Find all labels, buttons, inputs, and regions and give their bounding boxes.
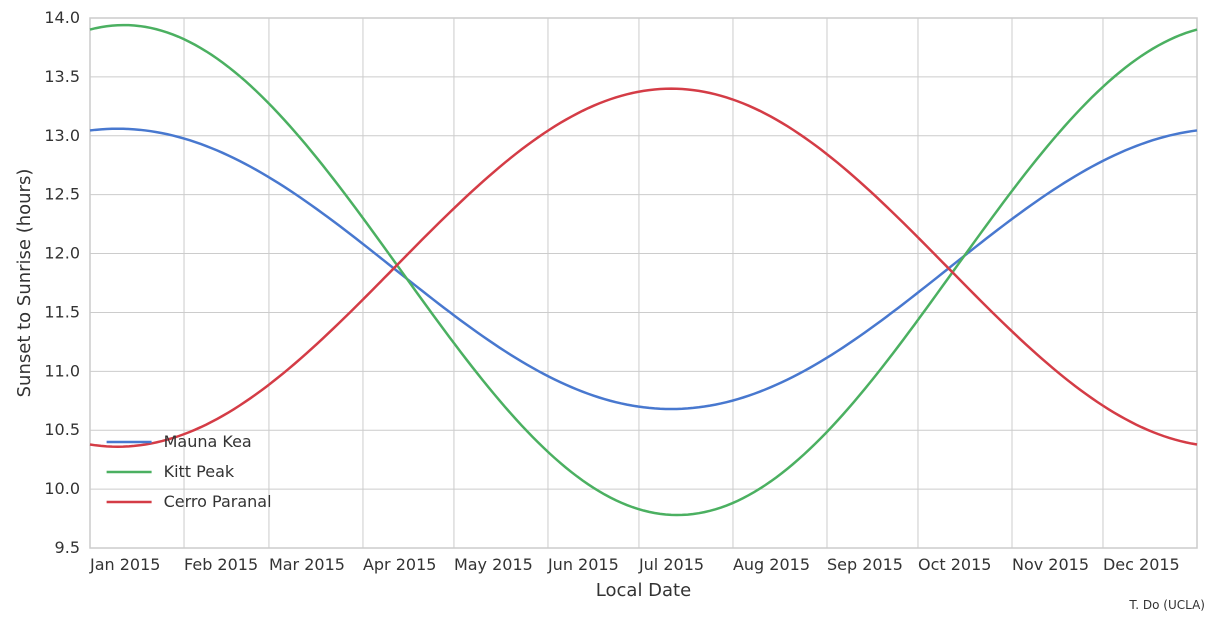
x-tick-label: Feb 2015 [184,555,258,574]
y-tick-label: 13.0 [44,126,80,145]
chart-background [0,0,1217,617]
y-tick-label: 10.0 [44,479,80,498]
x-tick-label: Aug 2015 [733,555,810,574]
x-tick-label: Jan 2015 [89,555,160,574]
credit-text: T. Do (UCLA) [1128,598,1205,612]
y-axis-label: Sunset to Sunrise (hours) [14,169,35,398]
night-length-chart: Jan 2015 Feb 2015 Mar 2015 Apr 2015 May 2015… [0,0,1217,617]
x-axis-label: Local Date [596,580,691,601]
x-tick-label: Mar 2015 [269,555,345,574]
y-tick-label: 11.0 [44,361,80,380]
y-tick-label: 14.0 [44,8,80,27]
y-tick-label: 10.5 [44,420,80,439]
x-tick-label: Apr 2015 [363,555,436,574]
y-tick-label: 13.5 [44,67,80,86]
x-tick-label: Sep 2015 [827,555,903,574]
y-tick-label: 12.5 [44,185,80,204]
legend-label: Mauna Kea [164,432,252,451]
legend-label: Kitt Peak [164,462,235,481]
x-tick-label: Dec 2015 [1103,555,1180,574]
x-tick-label: Jul 2015 [638,555,704,574]
y-tick-label: 12.0 [44,244,80,263]
x-tick-label: Nov 2015 [1012,555,1089,574]
x-tick-label: Oct 2015 [918,555,991,574]
x-tick-label: May 2015 [454,555,533,574]
y-tick-label: 11.5 [44,302,80,321]
legend-label: Cerro Paranal [164,492,272,511]
x-tick-label: Jun 2015 [547,555,619,574]
y-tick-label: 9.5 [55,538,80,557]
chart-svg: Jan 2015 Feb 2015 Mar 2015 Apr 2015 May 2015… [0,0,1217,617]
